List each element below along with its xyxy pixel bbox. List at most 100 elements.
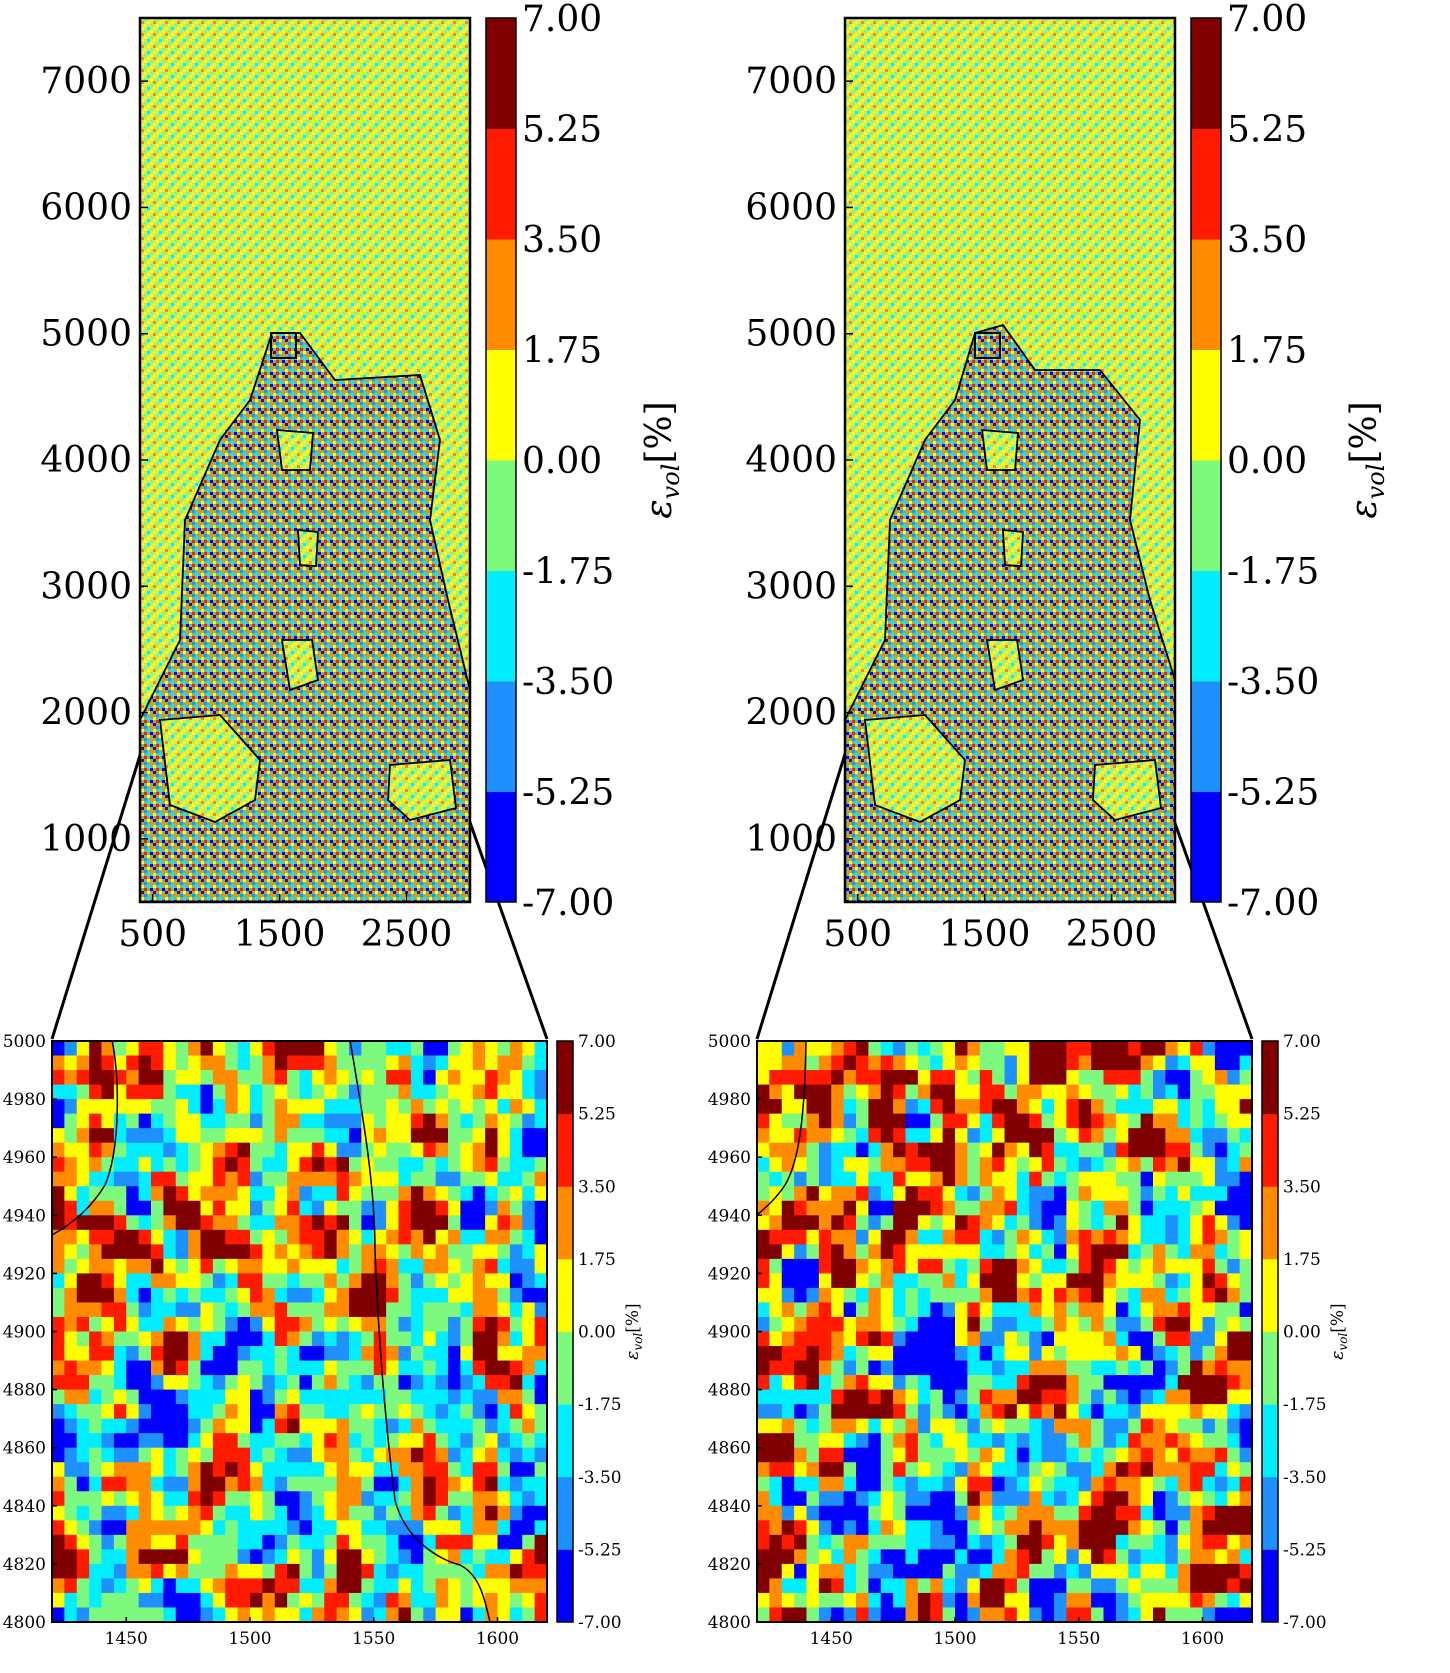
heatmap-cell	[930, 1433, 944, 1449]
heatmap-cell	[472, 1128, 486, 1144]
heatmap-cell	[76, 1418, 90, 1434]
heatmap-cell	[250, 1041, 263, 1056]
heatmap-cell	[262, 1084, 276, 1100]
heatmap-cell	[435, 1360, 449, 1376]
heatmap-cell	[101, 1041, 115, 1056]
heatmap-cell	[534, 1447, 548, 1463]
heatmap-cell	[89, 1563, 102, 1579]
heatmap-cell	[188, 1520, 201, 1536]
heatmap-cell	[509, 1360, 523, 1376]
heatmap-cell	[287, 1607, 300, 1623]
heatmap-cell	[336, 1563, 350, 1579]
heatmap-cell	[225, 1084, 239, 1100]
heatmap-cell	[448, 1360, 461, 1376]
colorbar-tick-label: 1.75	[1227, 331, 1307, 372]
heatmap-cell	[806, 1229, 820, 1245]
heatmap-cell	[1041, 1258, 1055, 1274]
heatmap-cell	[856, 1171, 869, 1187]
heatmap-cell	[843, 1578, 857, 1594]
heatmap-cell	[1227, 1360, 1241, 1376]
heatmap-cell	[262, 1099, 276, 1115]
heatmap-cell	[1041, 1433, 1055, 1449]
heatmap-cell	[175, 1113, 189, 1129]
heatmap-cell	[262, 1258, 276, 1274]
heatmap-cell	[1103, 1549, 1117, 1565]
heatmap-cell	[831, 1563, 845, 1579]
heatmap-cell	[967, 1389, 981, 1405]
heatmap-cell	[386, 1186, 399, 1202]
heatmap-cell	[1239, 1287, 1253, 1303]
heatmap-cell	[435, 1607, 449, 1623]
heatmap-cell	[448, 1331, 461, 1347]
heatmap-cell	[101, 1433, 115, 1449]
heatmap-cell	[448, 1142, 461, 1158]
heatmap-cell	[435, 1578, 449, 1594]
heatmap-cell	[769, 1520, 783, 1536]
heatmap-cell	[262, 1578, 276, 1594]
heatmap-cell	[386, 1302, 399, 1318]
heatmap-cell	[188, 1578, 201, 1594]
heatmap-cell	[1128, 1200, 1142, 1216]
heatmap-cell	[818, 1070, 832, 1085]
heatmap-cell	[386, 1258, 399, 1274]
heatmap-cell	[843, 1215, 857, 1231]
heatmap-cell	[76, 1215, 90, 1231]
heatmap-cell	[1190, 1476, 1203, 1492]
heatmap-cell	[942, 1491, 956, 1507]
heatmap-cell	[806, 1128, 820, 1144]
heatmap-cell	[1190, 1273, 1203, 1289]
heatmap-cell	[1103, 1505, 1117, 1521]
heatmap-cell	[423, 1287, 437, 1303]
heatmap-cell	[967, 1229, 981, 1245]
heatmap-cell	[299, 1447, 313, 1463]
heatmap-cell	[905, 1549, 919, 1565]
heatmap-cell	[1091, 1607, 1104, 1623]
heatmap-cell	[460, 1055, 474, 1071]
heatmap-cell	[163, 1055, 177, 1071]
heatmap-cell	[1202, 1404, 1216, 1420]
colorbar-tick-label: 5.25	[578, 1105, 616, 1125]
heatmap-cell	[200, 1491, 214, 1507]
heatmap-cell	[534, 1157, 548, 1173]
heatmap-cell	[843, 1302, 857, 1318]
heatmap-cell	[979, 1331, 993, 1347]
heatmap-cell	[1239, 1113, 1253, 1129]
heatmap-cell	[757, 1360, 770, 1376]
heatmap-cell	[200, 1578, 214, 1594]
heatmap-cell	[868, 1607, 882, 1623]
heatmap-cell	[955, 1113, 968, 1129]
heatmap-cell	[942, 1055, 956, 1071]
heatmap-cell	[1202, 1099, 1216, 1115]
heatmap-cell	[250, 1491, 263, 1507]
heatmap-cell	[1128, 1418, 1142, 1434]
heatmap-cell	[52, 1258, 65, 1274]
heatmap-cell	[287, 1462, 300, 1478]
colorbar-bin	[486, 570, 516, 682]
heatmap-cell	[843, 1041, 857, 1056]
heatmap-cell	[175, 1244, 189, 1260]
heatmap-cell	[1128, 1055, 1142, 1071]
heatmap-cell	[1066, 1215, 1080, 1231]
heatmap-cell	[1227, 1302, 1241, 1318]
heatmap-cell	[163, 1389, 177, 1405]
heatmap-cell	[250, 1534, 263, 1550]
heatmap-cell	[1177, 1375, 1191, 1391]
heatmap-cell	[1078, 1462, 1092, 1478]
heatmap-cell	[1227, 1229, 1241, 1245]
heatmap-cell	[522, 1128, 536, 1144]
heatmap-cell	[794, 1113, 807, 1129]
heatmap-cell	[398, 1142, 412, 1158]
heatmap-cell	[534, 1229, 548, 1245]
heatmap-cell	[250, 1578, 263, 1594]
heatmap-cell	[373, 1055, 387, 1071]
heatmap-cell	[361, 1549, 375, 1565]
heatmap-cell	[856, 1273, 869, 1289]
heatmap-cell	[324, 1244, 338, 1260]
heatmap-cell	[1153, 1447, 1166, 1463]
heatmap-cell	[386, 1215, 399, 1231]
heatmap-cell	[225, 1142, 239, 1158]
heatmap-cell	[76, 1549, 90, 1565]
heatmap-cell	[757, 1346, 770, 1361]
heatmap-cell	[757, 1287, 770, 1303]
heatmap-cell	[843, 1113, 857, 1129]
